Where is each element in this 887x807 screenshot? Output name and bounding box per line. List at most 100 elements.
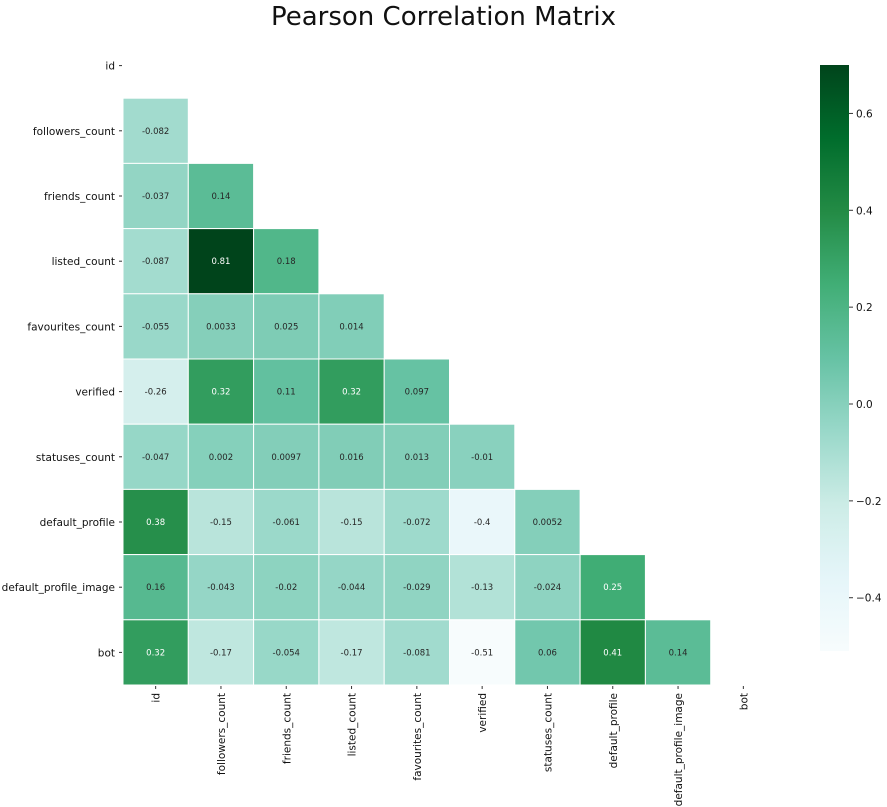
heatmap-cell [187, 358, 255, 425]
heatmap-cell [318, 488, 385, 556]
colorbar-tick-label: 0.6 [856, 108, 873, 120]
x-tick-label: verified [477, 693, 489, 733]
cell-value-label: -0.072 [403, 518, 430, 528]
cell-value-label: -0.044 [338, 583, 365, 593]
heatmap-cell [122, 162, 189, 230]
heatmap-cell [187, 162, 255, 230]
cell-value-label: 0.025 [274, 322, 298, 332]
heatmap-cell [253, 293, 320, 360]
cell-value-label: 0.014 [339, 322, 363, 332]
heatmap-cell [122, 554, 189, 621]
heatmap-cell [514, 488, 581, 556]
y-tick-label: default_profile [40, 517, 115, 529]
cell-value-label: 0.0052 [533, 518, 563, 528]
cell-value-label: 0.32 [211, 388, 230, 398]
heatmap-cell [449, 423, 516, 490]
cell-value-label: -0.047 [142, 453, 169, 463]
cell-value-label: 0.0097 [271, 453, 301, 463]
x-tick-label: statuses_count [542, 693, 554, 772]
cell-value-label: 0.18 [277, 257, 296, 267]
heatmap-cell [253, 619, 320, 686]
cell-value-label: -0.061 [273, 518, 300, 528]
heatmap-cell [187, 293, 255, 360]
heatmap-cell [383, 423, 451, 490]
x-tick-label: id [151, 693, 163, 703]
heatmap-cell [253, 554, 320, 621]
x-tick-label: default_profile [608, 693, 620, 768]
cell-value-label: -0.51 [471, 648, 493, 658]
heatmap-cell [122, 488, 189, 556]
heatmap-cell [579, 554, 646, 621]
cell-value-label: 0.11 [277, 388, 296, 398]
cell-value-label: 0.38 [146, 518, 165, 528]
heatmap-cell [318, 293, 385, 360]
cell-value-label: 0.14 [211, 192, 230, 202]
cell-value-label: -0.087 [142, 257, 169, 267]
cell-value-label: -0.082 [142, 127, 169, 137]
y-tick-label: statuses_count [36, 452, 115, 464]
heatmap-cell [383, 358, 451, 425]
heatmap-cell [579, 619, 646, 686]
y-tick-labels: id followers_count friends_count listed_cou… [2, 61, 122, 659]
heatmap-cell [318, 358, 385, 425]
heatmap-cell [514, 554, 581, 621]
y-tick-label: listed_count [52, 256, 115, 268]
colorbar-tick-label: −0.2 [856, 496, 882, 508]
cell-value-label: -0.029 [403, 583, 430, 593]
y-tick-label: followers_count [33, 126, 115, 138]
cell-value-label: -0.4 [474, 518, 491, 528]
y-tick-label: bot [98, 647, 115, 659]
cell-value-label: -0.15 [210, 518, 232, 528]
colorbar-tick-label: 0.4 [856, 205, 873, 217]
cell-value-label: -0.081 [403, 648, 430, 658]
heatmap-cell [122, 619, 189, 686]
x-tick-label: listed_count [347, 693, 359, 756]
heatmap-cell [187, 554, 255, 621]
colorbar-gradient [820, 65, 849, 651]
cell-value-label: -0.024 [534, 583, 561, 593]
cell-value-label: -0.037 [142, 192, 169, 202]
cell-value-label: -0.17 [341, 648, 363, 658]
heatmap-cell [122, 97, 189, 164]
x-tick-labels: id followers_count friends_count listed_cou… [151, 686, 750, 806]
cell-value-label: 0.81 [211, 257, 230, 267]
y-tick-label: id [105, 61, 115, 73]
heatmap-cell [122, 293, 189, 360]
cell-value-label: 0.41 [603, 648, 622, 658]
cell-value-label: 0.016 [339, 453, 363, 463]
cell-value-label: -0.02 [275, 583, 297, 593]
cell-value-label: -0.17 [210, 648, 232, 658]
heatmap-cell [383, 488, 451, 556]
heatmap-cell [383, 619, 451, 686]
cell-value-label: 0.32 [146, 648, 165, 658]
cell-value-label: 0.16 [146, 583, 165, 593]
y-tick-label: favourites_count [27, 321, 115, 333]
cell-value-label: -0.054 [273, 648, 300, 658]
cell-value-label: 0.0033 [206, 322, 236, 332]
heatmap-cell [122, 423, 189, 490]
cell-value-label: -0.26 [145, 388, 167, 398]
colorbar-tick-label: 0.2 [856, 302, 873, 314]
cell-value-label: -0.15 [341, 518, 363, 528]
y-tick-label: default_profile_image [2, 582, 115, 594]
cell-value-label: -0.01 [471, 453, 493, 463]
cell-value-label: 0.14 [669, 648, 688, 658]
y-tick-label: verified [75, 387, 115, 399]
cell-value-label: -0.13 [471, 583, 493, 593]
heatmap-cell [187, 488, 255, 556]
heatmap-cell [253, 423, 320, 490]
heatmap-cell [644, 619, 712, 686]
cell-value-label: 0.32 [342, 388, 361, 398]
x-tick-label: friends_count [281, 693, 293, 764]
x-tick-label: favourites_count [412, 693, 424, 781]
heatmap-cell [318, 423, 385, 490]
heatmap-cell [514, 619, 581, 686]
x-tick-label: followers_count [216, 693, 228, 775]
x-tick-label: default_profile_image [673, 693, 685, 806]
colorbar-tick-label: 0.0 [856, 399, 873, 411]
cell-value-label: -0.055 [142, 322, 169, 332]
colorbar-tick-label: −0.4 [856, 593, 882, 605]
heatmap-cell [253, 488, 320, 556]
